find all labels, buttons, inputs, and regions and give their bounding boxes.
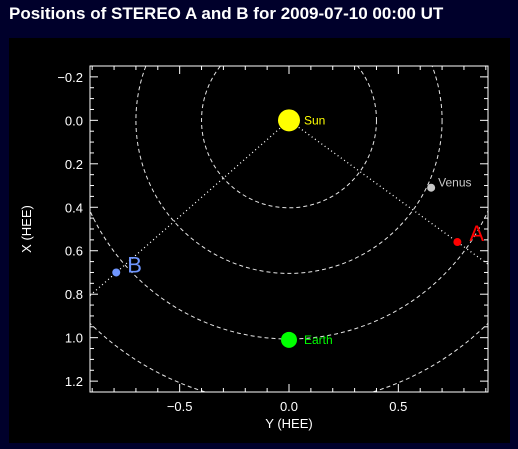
plot-panel: Sun Venus A B Earth −0.5 0.0 0.5 −0.2 0.0 0.2 0.4 0… xyxy=(9,38,510,443)
stereo-a-marker xyxy=(453,238,462,247)
y-tick-label: 0.4 xyxy=(65,200,83,215)
y-axis-label: X (HEE) xyxy=(19,205,34,253)
venus-marker xyxy=(427,183,436,192)
page-title: Positions of STEREO A and B for 2009-07-… xyxy=(9,4,444,23)
stereo-a-label: A xyxy=(469,221,484,246)
earth-label: Earth xyxy=(304,333,333,347)
y-tick-label: 0.0 xyxy=(65,113,83,128)
axes-layer: −0.5 0.0 0.5 −0.2 0.0 0.2 0.4 0.6 0.8 1.0 1.2 Y (HE… xyxy=(19,65,489,431)
y-tick-label: −0.2 xyxy=(57,70,83,85)
x-axis-label: Y (HEE) xyxy=(265,416,312,431)
y-tick-label: 1.0 xyxy=(65,331,83,346)
earth-marker xyxy=(281,331,297,348)
sight-lines xyxy=(90,119,488,297)
y-tick-label: 0.2 xyxy=(65,157,83,172)
y-tick-label: 0.8 xyxy=(65,287,83,302)
orbit-circle xyxy=(201,66,377,209)
y-tick-label: 0.6 xyxy=(65,244,83,259)
bodies-layer: Sun Venus A B Earth xyxy=(112,109,484,348)
position-plot: Sun Venus A B Earth −0.5 0.0 0.5 −0.2 0.0 0.2 0.4 0… xyxy=(9,38,510,443)
sun-label: Sun xyxy=(304,113,325,127)
venus-label: Venus xyxy=(438,176,471,190)
orbit-circle xyxy=(135,66,443,274)
sight-line-stereo-a xyxy=(288,119,488,265)
stereo-b-label: B xyxy=(127,252,142,277)
sun-marker xyxy=(278,109,300,132)
y-tick-label: 1.2 xyxy=(65,374,83,389)
x-tick-label: −0.5 xyxy=(167,399,193,414)
x-tick-label: 0.0 xyxy=(280,399,298,414)
plot-background xyxy=(9,38,510,443)
x-tick-label: 0.5 xyxy=(389,399,407,414)
stereo-b-marker xyxy=(112,268,121,277)
